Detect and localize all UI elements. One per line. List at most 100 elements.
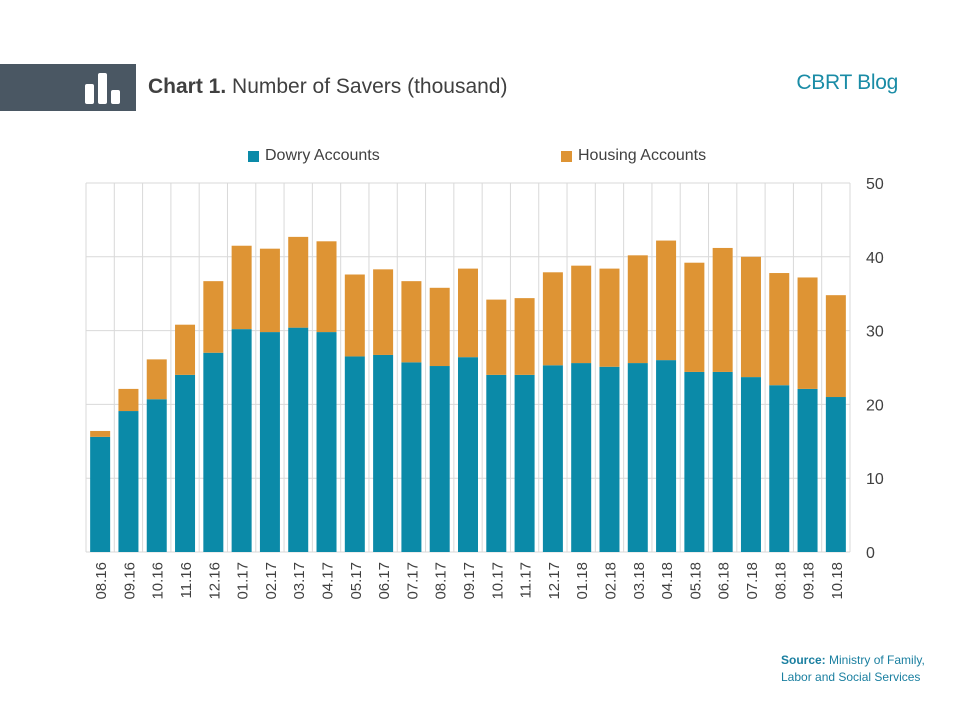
bar-housing bbox=[90, 430, 111, 437]
bar-dowry bbox=[316, 332, 337, 552]
x-tick-label: 03.17 bbox=[291, 562, 308, 600]
y-tick-label: 50 bbox=[866, 176, 884, 193]
x-tick-label: 10.16 bbox=[150, 562, 167, 600]
bar-housing bbox=[571, 265, 592, 364]
x-tick-label: 04.17 bbox=[320, 562, 337, 600]
bar-housing bbox=[712, 247, 733, 372]
legend-swatch-dowry bbox=[248, 150, 259, 162]
x-tick-label: 01.18 bbox=[574, 562, 591, 600]
bar-dowry bbox=[769, 385, 790, 552]
x-tick-label: 01.17 bbox=[235, 562, 252, 600]
bar-housing bbox=[825, 295, 846, 398]
x-tick-label: 09.17 bbox=[461, 562, 478, 600]
x-tick-label: 02.17 bbox=[263, 562, 280, 600]
x-tick-label: 09.18 bbox=[801, 562, 818, 600]
brand-label: CBRT Blog bbox=[796, 71, 898, 94]
source-text-line1: Ministry of Family, bbox=[825, 653, 925, 667]
bar-dowry bbox=[486, 374, 507, 552]
chart-legend: Dowry Accounts Housing Accounts bbox=[0, 147, 960, 169]
bar-housing bbox=[344, 274, 365, 357]
bar-housing bbox=[316, 241, 337, 333]
bar-dowry bbox=[571, 363, 592, 552]
x-tick-label: 06.18 bbox=[716, 562, 733, 600]
x-tick-label: 02.18 bbox=[602, 562, 619, 600]
bar-housing bbox=[797, 277, 818, 389]
bar-dowry bbox=[599, 366, 620, 552]
bar-dowry bbox=[740, 377, 761, 552]
x-tick-label: 11.16 bbox=[178, 562, 195, 598]
bar-housing bbox=[288, 236, 309, 328]
bar-dowry bbox=[175, 374, 196, 552]
x-tick-label: 08.16 bbox=[93, 562, 110, 600]
x-tick-label: 10.18 bbox=[829, 562, 846, 600]
x-tick-label: 04.18 bbox=[659, 562, 676, 600]
bar-dowry bbox=[712, 371, 733, 552]
y-tick-label: 30 bbox=[866, 324, 884, 341]
bar-housing bbox=[401, 281, 422, 363]
x-tick-label: 09.16 bbox=[121, 562, 138, 600]
legend-swatch-housing bbox=[561, 150, 572, 162]
bar-dowry bbox=[344, 356, 365, 552]
source-note: Source: Ministry of Family, Labor and So… bbox=[781, 652, 925, 686]
chart-title-number: Chart 1. bbox=[148, 75, 227, 98]
source-text-line2: Labor and Social Services bbox=[781, 670, 921, 684]
bar-housing bbox=[542, 272, 563, 366]
x-tick-label: 10.17 bbox=[489, 562, 506, 600]
bar-dowry bbox=[825, 397, 846, 552]
bar-housing bbox=[599, 268, 620, 367]
legend-label-dowry: Dowry Accounts bbox=[265, 147, 380, 164]
bar-housing bbox=[740, 256, 761, 378]
y-tick-label: 20 bbox=[866, 397, 884, 414]
bar-dowry bbox=[627, 363, 648, 552]
bar-housing bbox=[175, 324, 196, 375]
bar-housing bbox=[118, 388, 139, 412]
chart-title-text: Number of Savers (thousand) bbox=[226, 75, 508, 98]
bar-housing bbox=[146, 359, 167, 400]
x-tick-label: 03.18 bbox=[631, 562, 648, 600]
bar-housing bbox=[486, 299, 507, 375]
y-tick-label: 40 bbox=[866, 250, 884, 267]
bar-housing bbox=[458, 268, 478, 358]
bar-housing bbox=[231, 245, 252, 330]
bar-housing bbox=[656, 240, 677, 361]
x-tick-label: 05.17 bbox=[348, 562, 365, 600]
bar-dowry bbox=[231, 329, 252, 552]
bar-dowry bbox=[146, 399, 167, 552]
x-tick-label: 08.18 bbox=[772, 562, 789, 600]
y-tick-label: 10 bbox=[866, 471, 884, 488]
bar-housing bbox=[429, 287, 450, 367]
x-tick-label: 07.18 bbox=[744, 562, 761, 600]
bar-housing bbox=[514, 298, 535, 375]
bar-chart-icon bbox=[85, 73, 120, 104]
bar-housing bbox=[259, 248, 280, 333]
x-tick-label: 12.17 bbox=[546, 562, 563, 600]
bar-housing bbox=[684, 262, 705, 372]
source-label: Source: bbox=[781, 653, 826, 667]
bar-dowry bbox=[684, 371, 705, 552]
y-tick-label: 0 bbox=[866, 545, 875, 562]
bar-dowry bbox=[401, 362, 422, 552]
x-tick-label: 05.18 bbox=[687, 562, 704, 600]
bar-housing bbox=[769, 273, 790, 386]
bar-dowry bbox=[288, 327, 309, 552]
bar-dowry bbox=[203, 352, 224, 552]
bar-housing bbox=[203, 281, 224, 353]
x-tick-label: 08.17 bbox=[433, 562, 450, 600]
bar-dowry bbox=[514, 374, 535, 552]
x-tick-label: 07.17 bbox=[404, 562, 421, 600]
chart-title: Chart 1. Number of Savers (thousand) bbox=[148, 75, 507, 99]
x-tick-label: 12.16 bbox=[206, 562, 223, 600]
legend-label-housing: Housing Accounts bbox=[578, 147, 707, 164]
bar-dowry bbox=[259, 332, 280, 552]
x-tick-label: 06.17 bbox=[376, 562, 393, 600]
bar-dowry bbox=[458, 357, 478, 552]
bar-housing bbox=[373, 269, 394, 355]
bar-dowry bbox=[373, 354, 394, 552]
bar-dowry bbox=[118, 411, 139, 552]
bar-dowry bbox=[90, 436, 111, 552]
x-tick-label: 11.17 bbox=[518, 562, 535, 598]
legend-item-dowry: Dowry Accounts bbox=[248, 147, 380, 165]
bar-dowry bbox=[429, 366, 450, 552]
bar-housing bbox=[627, 255, 648, 364]
